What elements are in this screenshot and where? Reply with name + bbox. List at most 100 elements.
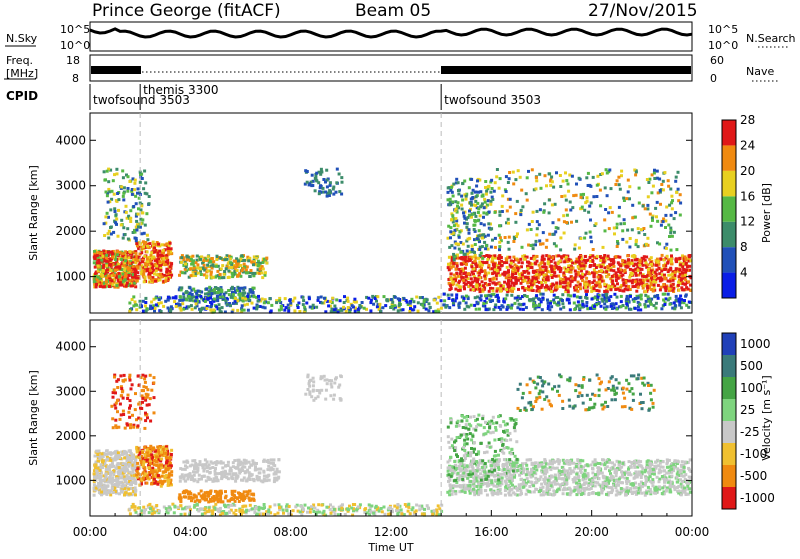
echo-cell bbox=[117, 235, 120, 238]
echo-cell bbox=[603, 283, 606, 286]
echo-cell bbox=[473, 260, 476, 263]
echo-cell bbox=[569, 294, 572, 297]
echo-cell bbox=[471, 281, 474, 284]
echo-cell bbox=[552, 186, 555, 189]
echo-cell bbox=[464, 253, 467, 256]
echo-cell bbox=[565, 221, 568, 224]
echo-cell bbox=[143, 170, 146, 173]
echo-cell bbox=[340, 309, 343, 312]
echo-cell bbox=[670, 249, 673, 252]
echo-cell bbox=[631, 285, 634, 288]
echo-cell bbox=[627, 285, 630, 288]
echo-cell bbox=[221, 264, 224, 267]
echo-cell bbox=[449, 284, 452, 287]
echo-cell bbox=[170, 449, 173, 452]
echo-cell bbox=[652, 280, 655, 283]
echo-cell bbox=[548, 172, 551, 175]
echo-cell bbox=[462, 243, 465, 246]
echo-cell bbox=[482, 194, 485, 197]
echo-cell bbox=[550, 260, 553, 263]
echo-cell bbox=[116, 386, 119, 389]
echo-cell bbox=[573, 308, 576, 311]
echo-cell bbox=[318, 192, 321, 195]
echo-cell bbox=[587, 172, 590, 175]
echo-cell bbox=[190, 258, 193, 261]
echo-cell bbox=[216, 287, 219, 290]
echo-cell bbox=[463, 217, 466, 220]
echo-cell bbox=[661, 254, 664, 257]
echo-cell bbox=[155, 455, 158, 458]
nave-tick-lo: 0 bbox=[710, 72, 717, 85]
echo-cell bbox=[551, 233, 554, 236]
echo-cell bbox=[128, 416, 131, 419]
echo-cell bbox=[145, 307, 148, 310]
echo-cell bbox=[127, 238, 130, 241]
echo-cell bbox=[589, 219, 592, 222]
echo-cell bbox=[340, 176, 343, 179]
echo-cell bbox=[575, 260, 578, 263]
echo-cell bbox=[239, 264, 242, 267]
echo-cell bbox=[507, 181, 510, 184]
echo-cell bbox=[102, 270, 105, 273]
echo-cell bbox=[128, 267, 131, 270]
echo-cell bbox=[209, 305, 212, 308]
echo-cell bbox=[105, 191, 108, 194]
echo-cell bbox=[679, 193, 682, 196]
echo-cell bbox=[484, 247, 487, 250]
echo-cell bbox=[684, 255, 687, 258]
echo-cell bbox=[103, 492, 106, 495]
echo-cell bbox=[105, 485, 108, 488]
echo-cell bbox=[521, 246, 524, 249]
echo-cell bbox=[150, 251, 153, 254]
echo-cell bbox=[369, 301, 372, 304]
echo-cell bbox=[257, 263, 260, 266]
echo-cell bbox=[487, 234, 490, 237]
echo-cell bbox=[586, 200, 589, 203]
echo-cell bbox=[483, 261, 486, 264]
echo-cell bbox=[459, 270, 462, 273]
echo-cell bbox=[485, 190, 488, 193]
echo-cell bbox=[498, 306, 501, 309]
echo-cell bbox=[164, 280, 167, 283]
echo-cell bbox=[124, 233, 127, 236]
echo-cell bbox=[146, 245, 149, 248]
echo-cell bbox=[230, 266, 233, 269]
echo-cell bbox=[612, 265, 615, 268]
echo-cell bbox=[346, 297, 349, 300]
echo-cell bbox=[584, 255, 587, 258]
echo-cell bbox=[592, 248, 595, 251]
echo-cell bbox=[393, 304, 396, 307]
echo-cell bbox=[466, 305, 469, 308]
echo-cell bbox=[160, 275, 163, 278]
echo-cell bbox=[589, 236, 592, 239]
echo-cell bbox=[173, 300, 176, 303]
echo-cell bbox=[332, 188, 335, 191]
echo-cell bbox=[107, 465, 110, 468]
echo-cell bbox=[391, 301, 394, 304]
echo-cell bbox=[644, 305, 647, 308]
echo-cell bbox=[124, 259, 127, 262]
echo-cell bbox=[507, 241, 510, 244]
echo-cell bbox=[160, 301, 163, 304]
echo-cell bbox=[504, 236, 507, 239]
echo-cell bbox=[107, 201, 110, 204]
echo-cell bbox=[314, 189, 317, 192]
echo-cell bbox=[648, 271, 651, 274]
echo-cell bbox=[131, 383, 134, 386]
echo-cell bbox=[535, 179, 538, 182]
echo-cell bbox=[489, 228, 492, 231]
echo-cell bbox=[126, 190, 129, 193]
echo-cell bbox=[534, 262, 537, 265]
echo-cell bbox=[448, 288, 451, 291]
echo-cell bbox=[247, 309, 250, 312]
echo-cell bbox=[669, 280, 672, 283]
echo-cell bbox=[488, 278, 491, 281]
echo-cell bbox=[567, 281, 570, 284]
echo-cell bbox=[341, 181, 344, 184]
echo-cell bbox=[659, 279, 662, 282]
echo-cell bbox=[484, 269, 487, 272]
echo-cell bbox=[135, 202, 138, 205]
echo-cell bbox=[128, 310, 131, 313]
station-title: Prince George (fitACF) bbox=[92, 1, 281, 21]
echo-cell bbox=[555, 171, 558, 174]
